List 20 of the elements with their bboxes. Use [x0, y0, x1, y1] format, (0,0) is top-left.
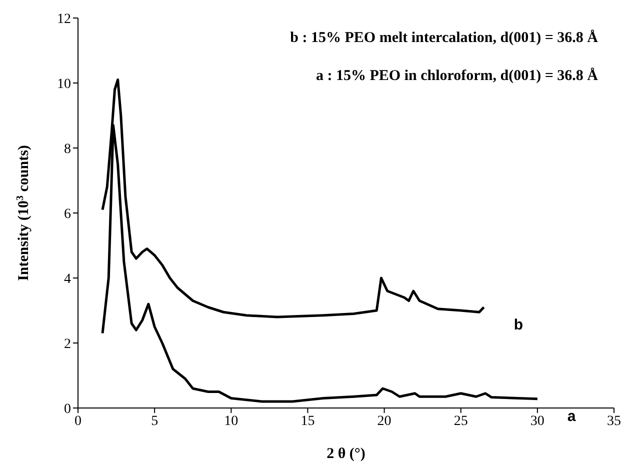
- x-axis-title: 2 θ (°): [326, 446, 366, 462]
- y-tick-label: 4: [64, 272, 71, 287]
- x-tick-label: 15: [300, 414, 315, 429]
- y-tick-label: 6: [64, 206, 71, 222]
- y-tick-label: 8: [64, 142, 71, 157]
- y-tick-label: 0: [64, 402, 71, 417]
- y-tick-label: 12: [57, 12, 71, 27]
- annotation: a : 15% PEO in chloroform, d(001) = 36.8 Å: [316, 68, 598, 85]
- x-tick-label: 25: [454, 414, 468, 429]
- annotation: b : 15% PEO melt intercalation, d(001) = 36.8 Å: [290, 30, 598, 47]
- x-tick-label: 30: [530, 414, 544, 429]
- x-tick-label: 35: [607, 414, 621, 429]
- text: b: [514, 316, 523, 334]
- y-tick-label: 10: [57, 76, 71, 92]
- y-tick-label: 2: [64, 336, 71, 352]
- x-tick-label: 10: [224, 414, 238, 429]
- x-tick-label: 20: [377, 414, 392, 429]
- x-tick-label: 5: [151, 414, 158, 429]
- x-tick-label: 0: [74, 414, 82, 429]
- text: a: [567, 408, 576, 425]
